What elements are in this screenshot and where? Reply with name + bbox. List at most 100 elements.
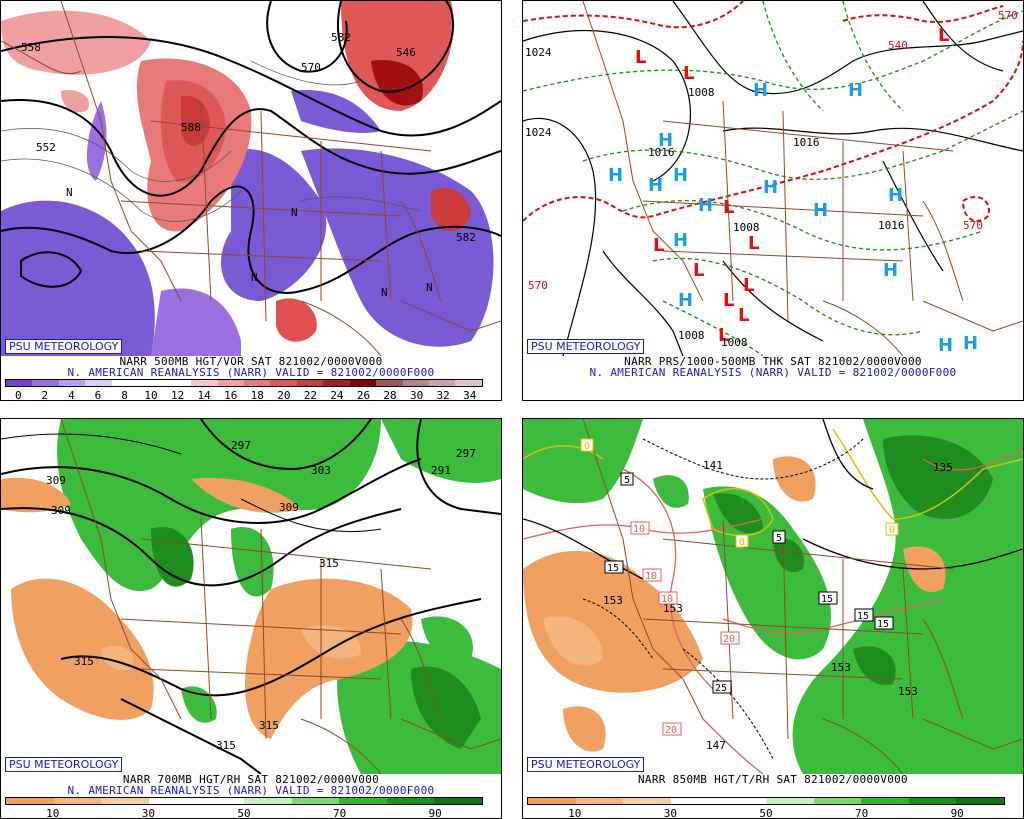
contour-label: 291	[431, 464, 451, 477]
thickness-label: 570	[963, 219, 983, 232]
temp-label-box: 10	[658, 591, 678, 605]
colorbar-swatch	[339, 798, 387, 804]
psu-meteorology-badge: PSU METEOROLOGY	[5, 757, 123, 772]
contour-label: 153	[831, 661, 851, 674]
high-pressure-marker: H	[883, 260, 898, 281]
panel-700mb-rh: 309 309 297 303 309 297 291 315 315 315 …	[0, 418, 502, 819]
low-pressure-marker: L	[743, 275, 754, 296]
temp-label-box: 10	[630, 521, 650, 535]
colorbar-swatch	[291, 798, 340, 804]
colorbar-swatch	[53, 798, 102, 804]
temp-label-box: 15	[604, 560, 624, 574]
isobar-label: 1024	[525, 126, 552, 139]
colorbar-swatch	[402, 380, 429, 386]
colorbar-tick-label: 90	[950, 807, 964, 819]
colorbar-swatch	[58, 380, 86, 386]
colorbar-tick-label: 28	[383, 389, 397, 401]
thickness-label: 540	[888, 39, 908, 52]
contour-label: 588	[181, 121, 201, 134]
colorbar-tick-label: 20	[277, 389, 291, 401]
high-pressure-marker: H	[608, 165, 623, 186]
low-pressure-marker: L	[693, 260, 704, 281]
colorbar-swatch	[765, 798, 814, 804]
temp-label-box: 15	[818, 591, 838, 605]
isobar-label: 1016	[793, 136, 820, 149]
colorbar-swatch	[861, 798, 909, 804]
contour-label: 315	[74, 655, 94, 668]
temp-label-box: 25	[712, 680, 732, 694]
contour-label: 153	[898, 685, 918, 698]
colorbar-swatch	[575, 798, 624, 804]
vorticity-colorbar-ticks: 0 2 4 6 8 10 12 14 16 18 20 22 24 26 28 30 32 34	[5, 389, 483, 401]
colorbar-tick-label: 4	[68, 389, 75, 401]
thickness-label: 570	[998, 9, 1018, 22]
contour-label: 315	[216, 739, 236, 752]
colorbar-tick-label: 0	[14, 389, 22, 401]
panel-valid-line: N. AMERICAN REANALYSIS (NARR) VALID = 82…	[589, 366, 957, 379]
colorbar-tick-label: 30	[141, 807, 156, 819]
psu-meteorology-badge: PSU METEOROLOGY	[527, 339, 645, 354]
colorbar-swatch	[6, 798, 54, 804]
colorbar-tick-label: 6	[94, 389, 102, 401]
map-500mb-vorticity: 558 570 552 546 582 588 582 N N N N N	[1, 1, 501, 356]
rh-colorbar	[5, 797, 483, 805]
colorbar-tick-label: 30	[409, 389, 424, 401]
contour-label: 297	[231, 439, 251, 452]
isobar-label: 1016	[648, 146, 675, 159]
high-pressure-marker: H	[963, 333, 978, 354]
colorbar-tick-label: 18	[250, 389, 264, 401]
vort-label: N	[251, 271, 258, 284]
colorbar-tick-label: 50	[759, 807, 773, 819]
colorbar-swatch	[813, 798, 862, 804]
isobar-label: 1016	[878, 219, 905, 232]
contour-label: 546	[396, 46, 416, 59]
contour-label: 147	[706, 739, 726, 752]
low-pressure-marker: L	[938, 25, 949, 46]
panel-pressure-thickness: L L L L L L L L L L L H H H H H H H H H	[522, 0, 1024, 401]
vort-label: N	[291, 206, 298, 219]
low-pressure-marker: L	[748, 233, 759, 254]
temp-label-box: 10	[642, 568, 662, 582]
high-pressure-marker: H	[678, 290, 693, 311]
temp-label-box: 5	[620, 472, 634, 486]
svg-text:15: 15	[857, 611, 869, 622]
colorbar-swatch	[323, 380, 350, 386]
svg-text:5: 5	[776, 533, 782, 544]
contour-label: 558	[21, 41, 41, 54]
high-pressure-marker: H	[813, 200, 828, 221]
svg-text:15: 15	[607, 563, 619, 574]
temp-label-box: 0	[885, 522, 899, 536]
isobar-label: 1008	[721, 336, 748, 349]
high-pressure-marker: H	[848, 80, 863, 101]
colorbar-swatch	[386, 798, 435, 804]
svg-text:0: 0	[889, 525, 895, 536]
panel-valid-line: N. AMERICAN REANALYSIS (NARR) VALID = 82…	[67, 366, 435, 379]
high-pressure-marker: H	[938, 335, 953, 356]
isobar-label: 1024	[525, 46, 552, 59]
contour-label: 315	[319, 557, 339, 570]
colorbar-swatch	[148, 798, 197, 804]
low-pressure-marker: L	[718, 325, 729, 346]
panel-850mb-temp-rh: 141 135 153 153 153 153 147 5 5 0 0 0 10…	[522, 418, 1024, 819]
high-pressure-marker: H	[763, 177, 778, 198]
contour-label: 582	[456, 231, 476, 244]
colorbar-swatch	[718, 798, 766, 804]
colorbar-swatch	[6, 380, 33, 386]
colorbar-swatch	[217, 380, 244, 386]
high-pressure-marker: H	[673, 165, 688, 186]
colorbar-tick-label: 70	[332, 807, 347, 819]
colorbar-swatch	[243, 380, 271, 386]
low-pressure-marker: L	[635, 47, 646, 68]
svg-text:20: 20	[665, 725, 677, 736]
low-pressure-marker: L	[723, 290, 734, 311]
colorbar-swatch	[101, 798, 149, 804]
svg-text:15: 15	[821, 594, 833, 605]
map-pressure-thickness: L L L L L L L L L L L H H H H H H H H H	[523, 1, 1023, 356]
colorbar-swatch	[32, 380, 59, 386]
colorbar-tick-label: 2	[41, 389, 49, 401]
svg-text:25: 25	[715, 683, 727, 694]
map-850mb-temp-rh: 141 135 153 153 153 153 147 5 5 0 0 0 10…	[523, 419, 1023, 774]
temp-label-box: 20	[662, 722, 682, 736]
colorbar-swatch	[296, 380, 324, 386]
contour-label: 309	[46, 474, 66, 487]
